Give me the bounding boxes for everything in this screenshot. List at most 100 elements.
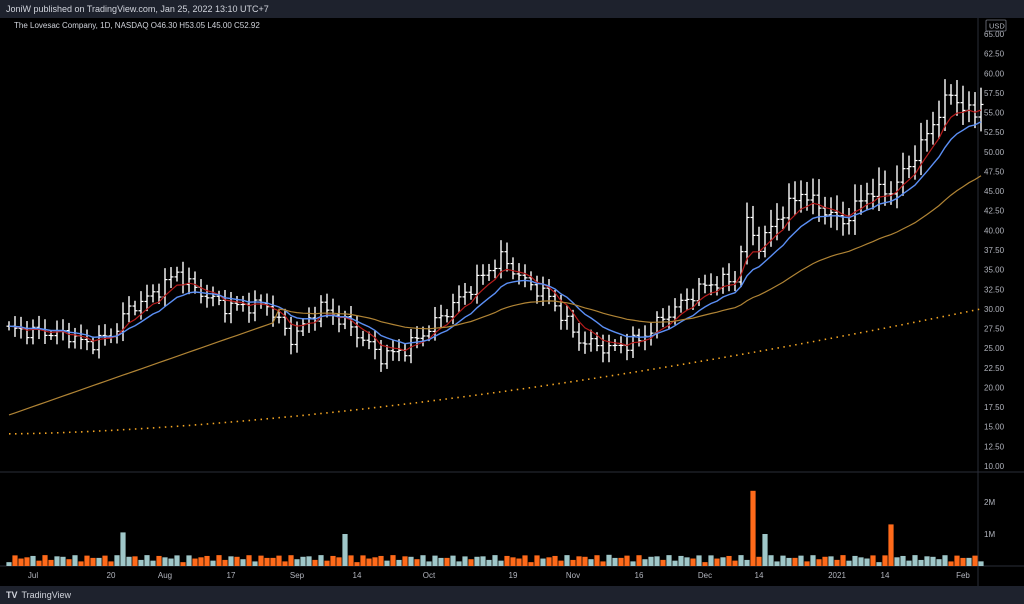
legend-part: O (149, 21, 157, 30)
ema-medium-line (8, 121, 982, 345)
price-bar (96, 325, 102, 359)
volume-bar (282, 561, 288, 566)
volume-bar (570, 559, 576, 566)
price-bar (870, 178, 876, 210)
volume-bar (372, 557, 378, 566)
volume-bar (114, 555, 120, 566)
time-tick-label: Feb (956, 571, 970, 580)
legend-part: H (177, 21, 185, 30)
chart-area[interactable]: 65.00 62.50 60.00 57.50 55.00 52.50 50.00 47.50… (0, 18, 1024, 586)
volume-bar (240, 559, 246, 566)
volume-bar (12, 555, 18, 566)
price-bar (360, 330, 366, 347)
price-bar (168, 267, 174, 289)
price-bar (894, 165, 900, 209)
symbol-legend: The Lovesac Company, 1D, NASDAQ O46.30 H… (14, 21, 260, 30)
time-tick-label: Nov (566, 571, 580, 580)
price-bar (30, 319, 36, 345)
volume-bar (666, 555, 672, 566)
published-text: JoniW published on TradingView.com, Jan … (6, 4, 269, 14)
tradingview-logo-icon: TV (6, 590, 18, 600)
price-bar (948, 84, 954, 105)
volume-bar (978, 561, 984, 566)
volume-bar (804, 561, 810, 566)
price-bar (24, 321, 30, 345)
price-bar (84, 329, 90, 351)
price-bar (186, 267, 192, 295)
volume-bar (516, 558, 522, 566)
volume-bar (912, 555, 918, 566)
volume-bar (384, 560, 390, 566)
volume-bar (684, 557, 690, 566)
volume-bar (294, 559, 300, 566)
volume-bar (348, 555, 354, 566)
price-tick-label: 50.00 (984, 148, 1005, 157)
volume-bar (534, 555, 540, 566)
price-bar (918, 122, 924, 176)
volume-bar (960, 557, 966, 566)
tradingview-brand[interactable]: TV TradingView (6, 589, 71, 601)
price-bar (714, 276, 720, 296)
price-tick-label: 22.50 (984, 364, 1005, 373)
price-tick-label: 25.00 (984, 344, 1005, 353)
brand-name: TradingView (21, 590, 72, 600)
volume-bar (498, 560, 504, 566)
price-bar (72, 327, 78, 349)
volume-bar (186, 555, 192, 566)
time-tick-label: 14 (353, 571, 362, 580)
price-bar (180, 261, 186, 294)
volume-bar (444, 557, 450, 566)
price-bar (216, 290, 222, 306)
price-chart[interactable]: 65.00 62.50 60.00 57.50 55.00 52.50 50.00 47.50… (0, 18, 1024, 586)
time-tick-label: 17 (227, 571, 236, 580)
price-bar (648, 322, 654, 346)
volume-bar (858, 557, 864, 566)
price-tick-label: 17.50 (984, 403, 1005, 412)
volume-bar (492, 555, 498, 566)
price-bar (534, 275, 540, 304)
volume-bar (936, 559, 942, 566)
price-bar (156, 283, 162, 305)
price-bar (330, 298, 336, 325)
price-bar (504, 242, 510, 272)
price-bar (642, 325, 648, 351)
price-bar (576, 323, 582, 351)
price-bar (600, 334, 606, 363)
volume-bars (6, 490, 984, 566)
volume-bar (210, 560, 216, 566)
price-bar (366, 331, 372, 350)
volume-bar (438, 557, 444, 566)
price-bar (90, 336, 96, 355)
price-tick-label: 55.00 (984, 109, 1005, 118)
volume-bar (540, 558, 546, 566)
volume-bar (762, 534, 768, 566)
volume-bar (378, 555, 384, 566)
price-bar (864, 182, 870, 211)
price-bar (660, 308, 666, 328)
volume-bar (840, 555, 846, 566)
price-bar (66, 322, 72, 349)
volume-bar (420, 555, 426, 566)
price-bar (582, 331, 588, 354)
price-bar (300, 318, 306, 336)
volume-bar (360, 555, 366, 566)
volume-bar (162, 557, 168, 566)
volume-bar (552, 555, 558, 566)
volume-bar (924, 556, 930, 566)
volume-bar (864, 558, 870, 566)
volume-bar (582, 556, 588, 566)
price-bar (678, 293, 684, 313)
price-bar (882, 170, 888, 206)
volume-bar (132, 556, 138, 566)
time-tick-label: 2021 (828, 571, 846, 580)
price-bar (828, 197, 834, 228)
volume-bar (786, 557, 792, 566)
price-bar (192, 271, 198, 294)
volume-bar (432, 555, 438, 566)
price-bar (780, 206, 786, 230)
currency-box (985, 19, 1007, 32)
volume-bar (312, 559, 318, 566)
price-bar (786, 183, 792, 231)
volume-bar (96, 557, 102, 566)
volume-bar (306, 556, 312, 566)
